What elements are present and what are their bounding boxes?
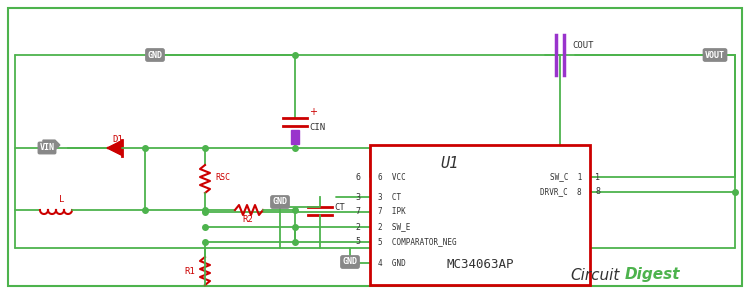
Text: 3: 3 [355,192,360,201]
Text: 2: 2 [355,223,360,232]
Text: R2: R2 [243,216,254,224]
Text: R1: R1 [184,268,195,277]
Text: Circuit: Circuit [571,268,620,282]
Text: L: L [59,195,64,204]
Text: 7  IPK: 7 IPK [378,207,406,217]
Text: VIN: VIN [40,143,55,153]
Text: Digest: Digest [625,268,680,282]
Text: 2  SW_E: 2 SW_E [378,223,410,232]
Text: 8: 8 [595,188,600,197]
Text: GND: GND [343,258,358,266]
Text: GND: GND [148,50,163,59]
Text: RSC: RSC [215,174,230,182]
Polygon shape [108,141,122,155]
Text: SW_C  1: SW_C 1 [550,172,582,182]
Text: CIN: CIN [309,124,326,133]
Bar [291,130,299,144]
Text: COUT: COUT [572,40,593,50]
Polygon shape [43,140,60,150]
Text: 4: 4 [355,259,360,268]
Text: 6: 6 [355,172,360,182]
Bar [370,145,590,285]
Text: +: + [309,107,317,117]
Text: CT: CT [334,203,345,211]
Text: D1: D1 [112,136,123,144]
Text: 4  GND: 4 GND [378,259,406,268]
Text: GND: GND [272,198,287,207]
Text: U1: U1 [441,156,459,171]
Text: DRVR_C  8: DRVR_C 8 [540,188,582,197]
Text: 7: 7 [355,207,360,217]
Text: 5  COMPARATOR_NEG: 5 COMPARATOR_NEG [378,237,457,246]
Text: 6  VCC: 6 VCC [378,172,406,182]
Text: MC34063AP: MC34063AP [446,259,514,271]
Text: VOUT: VOUT [705,50,725,59]
Text: 5: 5 [355,237,360,246]
Text: 1: 1 [595,172,600,182]
Text: 3  CT: 3 CT [378,192,401,201]
